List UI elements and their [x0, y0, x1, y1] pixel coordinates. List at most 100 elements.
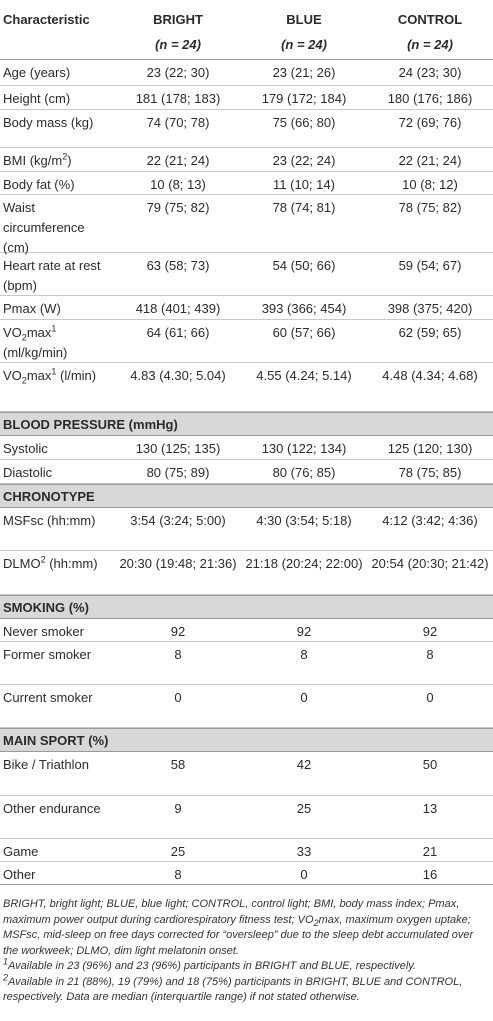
- column-header: CONTROL (n = 24): [367, 0, 493, 59]
- cell-value: 33: [296, 844, 312, 859]
- column-n: (n = 24): [281, 37, 327, 52]
- data-row: Former smoker 8 8 8: [0, 642, 493, 685]
- footnote: BRIGHT, bright light; BLUE, blue light; …: [3, 897, 490, 959]
- footnote: 1Available in 23 (96%) and 23 (96%) part…: [3, 957, 490, 975]
- section-row: SMOKING (%): [0, 595, 493, 619]
- row-label: BMI (kg/m2): [0, 148, 115, 171]
- column-header: BRIGHT (n = 24): [115, 0, 241, 59]
- cell-value: 23 (21; 26): [272, 65, 336, 80]
- row-label: Age (years): [0, 60, 115, 85]
- footnotes: BRIGHT, bright light; BLUE, blue light; …: [3, 897, 490, 1006]
- text-run: Body fat (%): [3, 177, 75, 192]
- cell-value: 22 (21; 24): [398, 153, 462, 168]
- text-run: Height (cm): [3, 91, 71, 106]
- data-row: VO2max1 (l/min) 4.83 (4.30; 5.04) 4.55 (4.…: [0, 363, 493, 412]
- row-label: Heart rate at rest (bpm): [0, 253, 115, 295]
- text-run: 2: [21, 375, 27, 386]
- cell-value: 23 (22; 30): [146, 65, 210, 80]
- cell-value: 393 (366; 454): [261, 301, 347, 316]
- cell-value: 9: [174, 801, 182, 816]
- data-row: Game 25 33 21: [0, 839, 493, 862]
- text-run: max: [26, 368, 52, 383]
- text-run: Pmax (W): [3, 301, 61, 316]
- text-run: 2: [3, 971, 9, 982]
- data-row: BMI (kg/m2) 22 (21; 24) 23 (22; 24) 22 (21;…: [0, 148, 493, 172]
- text-run: Game: [3, 844, 39, 859]
- data-row: Other endurance 9 25 13: [0, 796, 493, 839]
- cell-value: 25: [170, 844, 186, 859]
- cell-value: 10 (8; 13): [150, 177, 206, 192]
- text-run: Other endurance: [3, 801, 101, 816]
- data-row: Body fat (%) 10 (8; 13) 11 (10; 14) 10 (8; …: [0, 172, 493, 195]
- text-run: VO: [3, 368, 22, 383]
- text-run: (l/min): [56, 368, 97, 383]
- cell-value: 0: [300, 690, 308, 705]
- data-row: Heart rate at rest (bpm) 63 (58; 73) 54 (5…: [0, 253, 493, 296]
- text-run: 2: [313, 917, 319, 928]
- cell-value: 63 (58; 73): [146, 258, 210, 273]
- text-run: max: [26, 325, 52, 340]
- cell-value: 13: [422, 801, 438, 816]
- cell-value: 78 (75; 82): [398, 200, 462, 215]
- text-run: ): [67, 153, 72, 168]
- header-label: Characteristic: [3, 12, 90, 27]
- text-run: Available in 21 (88%), 19 (79%) and 18 (…: [3, 975, 463, 1004]
- cell-value: 74 (70; 78): [146, 115, 210, 130]
- text-run: Systolic: [3, 441, 48, 456]
- data-row: VO2max1 (ml/kg/min) 64 (61; 66) 60 (57; 66…: [0, 320, 493, 363]
- text-run: MSFsc (hh:mm): [3, 513, 96, 528]
- cell-value: 58: [170, 757, 186, 772]
- cell-value: 80 (75; 89): [146, 465, 210, 480]
- cell-value: 16: [422, 867, 438, 882]
- data-row: Diastolic 80 (75; 89) 80 (76; 85) 78 (75; 8…: [0, 460, 493, 484]
- table: Characteristic BRIGHT (n = 24) BLUE (n = 24)…: [0, 0, 493, 885]
- row-label: Never smoker: [0, 619, 115, 641]
- data-row: Current smoker 0 0 0: [0, 685, 493, 728]
- row-label: Other endurance: [0, 796, 115, 838]
- cell-value: 398 (375; 420): [387, 301, 473, 316]
- cell-value: 8: [300, 647, 308, 662]
- data-row: Never smoker 92 92 92: [0, 619, 493, 642]
- cell-value: 25: [296, 801, 312, 816]
- row-label: Pmax (W): [0, 296, 115, 319]
- cell-value: 10 (8; 12): [402, 177, 458, 192]
- cell-value: 0: [174, 690, 182, 705]
- row-label: Height (cm): [0, 86, 115, 109]
- text-run: Age (years): [3, 65, 71, 80]
- cell-value: 179 (172; 184): [261, 91, 347, 106]
- cell-value: 4.83 (4.30; 5.04): [130, 368, 226, 383]
- text-run: Never smoker: [3, 624, 84, 639]
- footnote: 2Available in 21 (88%), 19 (79%) and 18 …: [3, 971, 490, 1006]
- cell-value: 22 (21; 24): [146, 153, 210, 168]
- row-label: Waist circumference (cm): [0, 195, 115, 255]
- text-run: BMI (kg/m: [3, 153, 63, 168]
- section-title: MAIN SPORT (%): [3, 733, 109, 748]
- cell-value: 130 (122; 134): [261, 441, 347, 456]
- cell-value: 8: [174, 867, 182, 882]
- cell-value: 80 (76; 85): [272, 465, 336, 480]
- cell-value: 4:30 (3:54; 5:18): [256, 513, 352, 528]
- data-row: Bike / Triathlon 58 42 50: [0, 752, 493, 796]
- cell-value: 181 (178; 183): [135, 91, 221, 106]
- row-label: Body fat (%): [0, 172, 115, 194]
- cell-value: 78 (75; 85): [398, 465, 462, 480]
- text-run: (ml/kg/min): [3, 345, 68, 360]
- column-name: CONTROL: [397, 12, 463, 27]
- row-label: Other: [0, 862, 115, 884]
- text-run: Bike / Triathlon: [3, 757, 89, 772]
- cell-value: 79 (75; 82): [146, 200, 210, 215]
- section-title: SMOKING (%): [3, 600, 89, 615]
- cell-value: 59 (54; 67): [398, 258, 462, 273]
- row-label: MSFsc (hh:mm): [0, 508, 115, 550]
- text-run: Other: [3, 867, 36, 882]
- data-row: Age (years) 23 (22; 30) 23 (21; 26) 24 (23;…: [0, 60, 493, 86]
- cell-value: 8: [426, 647, 434, 662]
- cell-value: 54 (50; 66): [272, 258, 336, 273]
- text-run: Diastolic: [3, 465, 53, 480]
- cell-value: 125 (120; 130): [387, 441, 473, 456]
- text-run: Body mass (kg): [3, 115, 94, 130]
- text-run: Waist circumference (cm): [3, 200, 85, 255]
- row-label: VO2max1 (ml/kg/min): [0, 320, 115, 362]
- cell-value: 75 (66; 80): [272, 115, 336, 130]
